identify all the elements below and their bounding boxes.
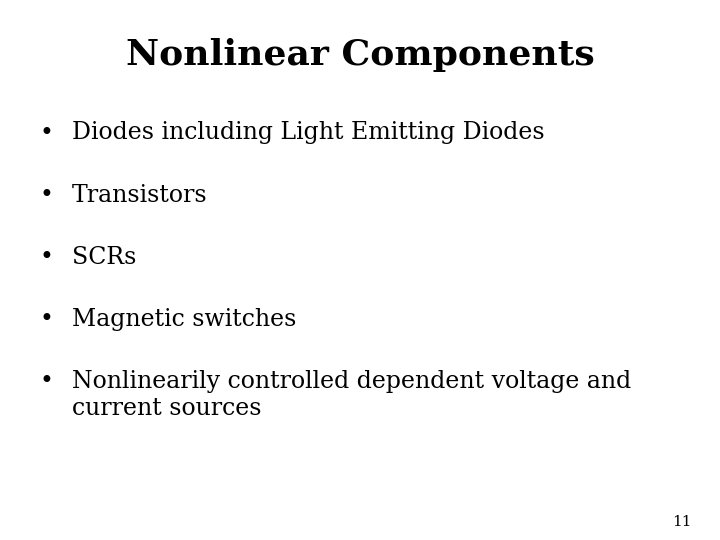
Text: •: • [40, 246, 53, 269]
Text: Magnetic switches: Magnetic switches [72, 308, 297, 331]
Text: •: • [40, 370, 53, 393]
Text: Transistors: Transistors [72, 184, 207, 207]
Text: SCRs: SCRs [72, 246, 136, 269]
Text: Nonlinear Components: Nonlinear Components [125, 38, 595, 72]
Text: 11: 11 [672, 515, 691, 529]
Text: Nonlinearily controlled dependent voltage and
current sources: Nonlinearily controlled dependent voltag… [72, 370, 631, 421]
Text: •: • [40, 184, 53, 207]
Text: Diodes including Light Emitting Diodes: Diodes including Light Emitting Diodes [72, 122, 544, 145]
Text: •: • [40, 308, 53, 331]
Text: •: • [40, 122, 53, 145]
